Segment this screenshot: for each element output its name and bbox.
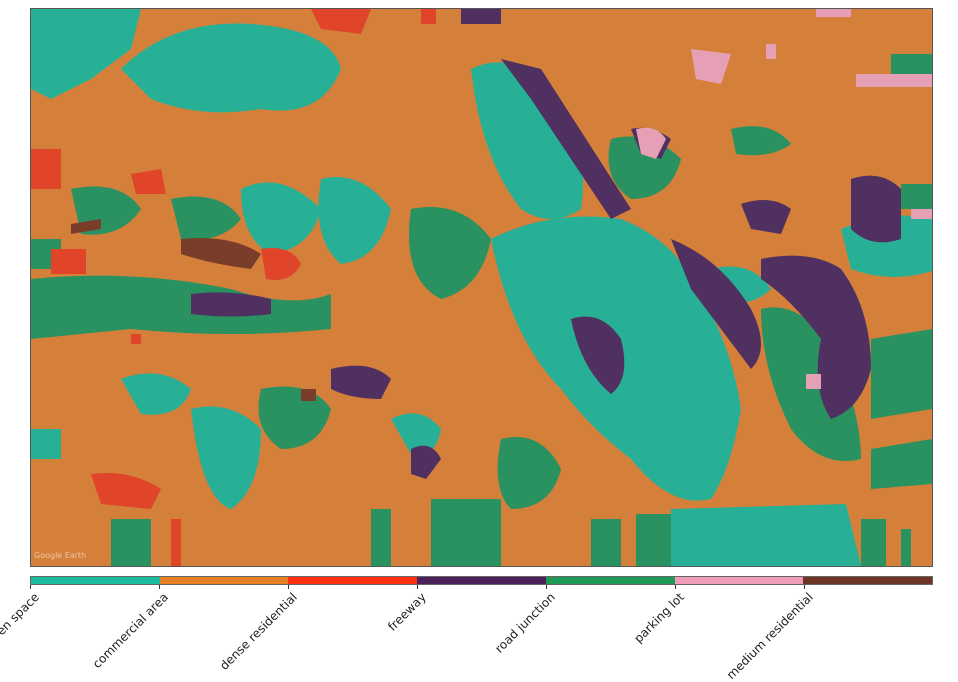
- legend-tick: [546, 585, 547, 589]
- regions-dense-residential: [31, 9, 436, 566]
- legend-tick: [30, 585, 31, 589]
- legend-label: commercial area: [89, 590, 171, 672]
- regions-parking-lot: [636, 9, 932, 389]
- legend-swatch-parking-lot: [674, 577, 804, 584]
- legend-swatch-freeway: [417, 577, 546, 584]
- segmentation-map: Google Earth: [30, 8, 933, 567]
- legend-tick: [159, 585, 160, 589]
- google-earth-watermark: Google Earth: [34, 551, 87, 560]
- legend-swatch-open-space: [31, 577, 160, 584]
- legend-label: parking lot: [631, 590, 687, 646]
- legend-label: freeway: [385, 590, 429, 634]
- legend-label: open space: [0, 590, 42, 649]
- legend-swatch-dense-residential: [288, 577, 418, 584]
- legend-tick: [417, 585, 418, 589]
- legend-label: dense residential: [217, 590, 300, 673]
- regions-medium-residential: [71, 219, 316, 401]
- legend-swatch-medium-residential: [803, 577, 933, 584]
- legend-label: medium residential: [723, 590, 816, 682]
- legend-swatch-road-junction: [545, 577, 675, 584]
- legend-tick: [675, 585, 676, 589]
- regions-road-junction: [31, 54, 932, 566]
- legend-swatch-commercial-area: [159, 577, 289, 584]
- legend-tick: [288, 585, 289, 589]
- segmentation-overlay: [31, 9, 932, 566]
- legend-colorbar: [30, 576, 933, 585]
- legend-label: road junction: [492, 590, 558, 656]
- legend-tick: [804, 585, 805, 589]
